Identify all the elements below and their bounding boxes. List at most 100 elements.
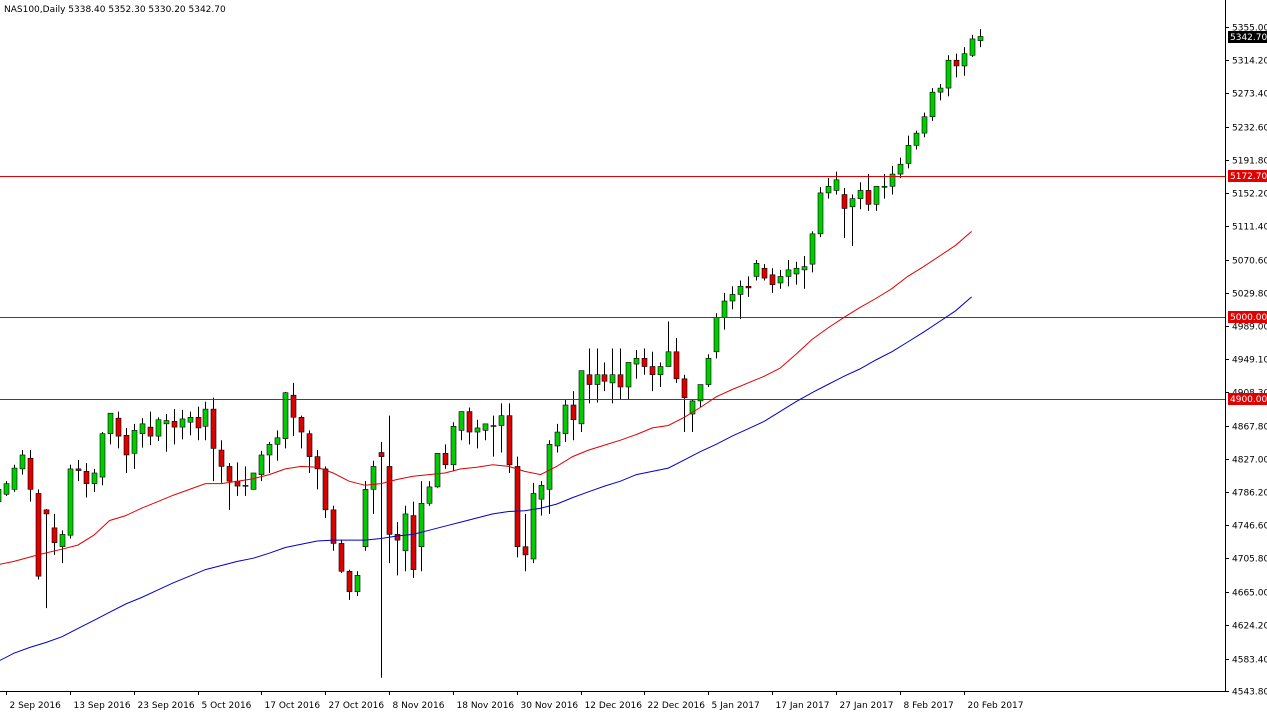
- candle: [601, 362, 608, 392]
- candle: [969, 34, 976, 57]
- candle-body: [921, 116, 928, 134]
- candle: [19, 450, 26, 475]
- candle-body: [91, 472, 98, 484]
- candle: [617, 348, 624, 400]
- candle: [282, 391, 289, 449]
- price-tick-label: 4786.20: [1232, 489, 1267, 499]
- candle-body: [35, 493, 42, 577]
- candle-body: [450, 426, 457, 466]
- time-tick-label: 17 Jan 2017: [776, 701, 830, 711]
- price-tick-label: 4827.00: [1232, 456, 1267, 466]
- candle-body: [514, 466, 521, 547]
- candle-body: [905, 145, 912, 164]
- candle: [833, 171, 840, 195]
- candle-body: [873, 186, 880, 205]
- candle: [705, 354, 712, 387]
- candle: [841, 187, 848, 238]
- candle: [905, 135, 912, 169]
- candle: [881, 174, 888, 199]
- candle: [769, 268, 776, 293]
- price-tick-label: 4705.80: [1232, 555, 1267, 565]
- candle-body: [785, 269, 792, 277]
- candle: [59, 530, 66, 564]
- candle-body: [115, 417, 122, 437]
- time-tick-label: 5 Jan 2017: [712, 701, 760, 711]
- time-tick-label: 22 Dec 2016: [648, 701, 706, 711]
- candle: [793, 261, 800, 285]
- candle-body: [705, 358, 712, 385]
- candle-body: [833, 179, 840, 191]
- candle-body: [929, 91, 936, 118]
- candle-body: [11, 467, 18, 490]
- candle-body: [163, 420, 170, 425]
- candle: [857, 182, 864, 210]
- price-tick-label: 5355.00: [1232, 24, 1267, 34]
- price-tag-box: [1228, 393, 1267, 405]
- candle-body: [945, 59, 952, 89]
- candle-body: [641, 358, 648, 367]
- candle-body: [777, 276, 784, 284]
- candle: [242, 466, 249, 496]
- candle: [873, 186, 880, 211]
- candle: [107, 412, 114, 445]
- candle-body: [330, 509, 337, 544]
- price-tick-label: 5152.20: [1232, 190, 1267, 200]
- time-tick-label: 18 Nov 2016: [457, 701, 515, 711]
- candle: [83, 463, 90, 498]
- price-tick-label: 4543.80: [1232, 688, 1267, 698]
- candle: [849, 194, 856, 247]
- candle: [338, 540, 345, 573]
- candle: [394, 522, 401, 576]
- candle: [713, 313, 720, 359]
- candle: [466, 407, 473, 445]
- candle-body: [306, 433, 313, 457]
- candle-body: [51, 527, 58, 543]
- candle: [51, 513, 58, 555]
- candle-body: [913, 132, 920, 146]
- price-tick-label: 5070.60: [1232, 257, 1267, 267]
- candle: [410, 501, 417, 578]
- candle: [721, 292, 728, 330]
- candle: [155, 417, 162, 442]
- candle: [442, 444, 449, 469]
- candle-body: [474, 427, 481, 433]
- candle-body: [865, 190, 872, 205]
- candle-body: [681, 378, 688, 398]
- candle-body: [346, 570, 353, 593]
- candle: [171, 409, 178, 445]
- candle-body: [601, 374, 608, 382]
- price-tick-label: 4624.20: [1232, 622, 1267, 632]
- candle-body: [977, 36, 984, 41]
- candle-body: [721, 300, 728, 318]
- time-tick-label: 20 Feb 2017: [968, 701, 1024, 711]
- candle: [386, 415, 393, 564]
- candle: [43, 509, 50, 609]
- candle-body: [67, 468, 74, 536]
- candle: [554, 423, 561, 453]
- candle-body: [649, 366, 656, 376]
- candle-body: [665, 351, 672, 367]
- candle-body: [801, 266, 808, 271]
- candle-body: [897, 163, 904, 175]
- candle: [322, 466, 329, 519]
- candle-body: [59, 534, 66, 547]
- candle: [961, 47, 968, 76]
- candle-body: [99, 433, 106, 478]
- candle-body: [761, 267, 768, 279]
- candle: [546, 440, 553, 514]
- candle-body: [394, 534, 401, 541]
- candle-body: [657, 366, 664, 376]
- candle-body: [442, 453, 449, 466]
- candle-body: [713, 317, 720, 353]
- candle-body: [27, 457, 34, 490]
- price-tick-label: 5191.80: [1232, 157, 1267, 167]
- candle: [346, 569, 353, 600]
- candle-body: [250, 472, 257, 490]
- candle: [354, 571, 361, 596]
- candle: [809, 231, 816, 273]
- price-tick-label: 4867.80: [1232, 423, 1267, 433]
- candle: [825, 178, 832, 199]
- candle-body: [969, 38, 976, 56]
- candle-body: [498, 415, 505, 426]
